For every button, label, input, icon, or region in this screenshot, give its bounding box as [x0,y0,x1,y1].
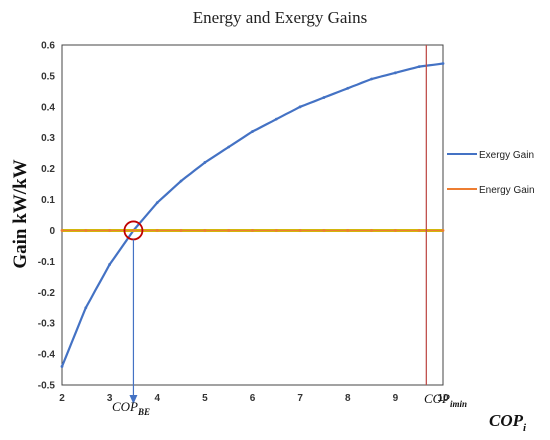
energy-point [108,229,112,232]
series-group [60,62,445,368]
energy-point [60,229,64,232]
cop-be-label: COPBE [112,399,150,417]
exergy-gain-line [60,62,444,367]
y-tick-label: -0.1 [38,257,56,268]
y-tick-label: 0.1 [41,195,55,206]
x-tick-label: 10 [437,393,449,404]
y-axis-label: Gain kW/kW [10,159,31,268]
y-tick-label: 0.6 [41,41,55,52]
exergy-point [274,117,278,121]
energy-point [227,229,231,232]
exergy-point [441,62,445,65]
exergy-point [346,86,350,90]
exergy-point [203,161,207,164]
legend-energy-label: Energy Gain [479,185,535,196]
x-tick-label: 5 [202,393,208,404]
annotation-marks [123,45,427,404]
exergy-point [84,306,88,310]
exergy-point [393,71,397,75]
y-tick-label: -0.4 [38,350,56,361]
energy-point [251,229,254,232]
y-tick-label: 0.4 [41,102,55,113]
y-tick-label: 0.3 [41,133,55,144]
legend: Exergy Gain Energy Gain [447,150,535,196]
energy-point [393,229,397,232]
exergy-point [108,263,112,266]
exergy-point [179,179,183,183]
energy-point [132,229,135,232]
cop-imin-label: COPimin [424,391,467,409]
y-tick-label: -0.3 [38,319,56,330]
energy-point [274,229,278,232]
energy-point [203,229,207,232]
energy-point [441,229,445,232]
x-tick-label: 7 [297,393,303,404]
exergy-point [155,201,159,205]
y-tick-label: 0.5 [41,71,55,82]
energy-point [346,229,350,232]
energy-point [322,229,326,232]
chart-title: Energy and Exergy Gains [193,8,368,27]
exergy-point [60,365,64,368]
x-tick-label: 8 [345,393,351,404]
plot-frame [61,44,444,386]
y-tick-label: -0.5 [38,381,56,392]
x-tick-label: 2 [59,393,65,404]
energy-point [84,229,88,232]
x-tick-label: 3 [107,393,113,404]
x-tick-labels: 2 3 4 5 6 7 8 9 10 [59,393,449,404]
energy-point [417,229,421,232]
y-tick-label: 0.2 [41,164,55,175]
exergy-point [298,105,302,109]
exergy-point [322,96,326,99]
energy-point [179,229,183,232]
exergy-point [227,145,231,149]
exergy-point [370,77,373,81]
exergy-point [417,65,421,69]
x-tick-label: 9 [393,393,399,404]
energy-point [155,229,159,232]
exergy-point [251,130,254,133]
energy-point [298,229,302,232]
y-tick-labels: 0.6 0.5 0.4 0.3 0.2 0.1 0 -0.1 -0.2 -0.3 -0.4 -0.5 [38,41,56,392]
y-tick-label: -0.2 [38,288,56,299]
legend-exergy-label: Exergy Gain [479,150,534,161]
y-tick-label: 0 [49,226,55,237]
x-tick-label: 4 [154,393,160,404]
x-axis-label: COPi [489,411,527,434]
energy-point [370,229,373,232]
break-even-arrow-head [129,395,138,404]
x-tick-label: 6 [250,393,256,404]
